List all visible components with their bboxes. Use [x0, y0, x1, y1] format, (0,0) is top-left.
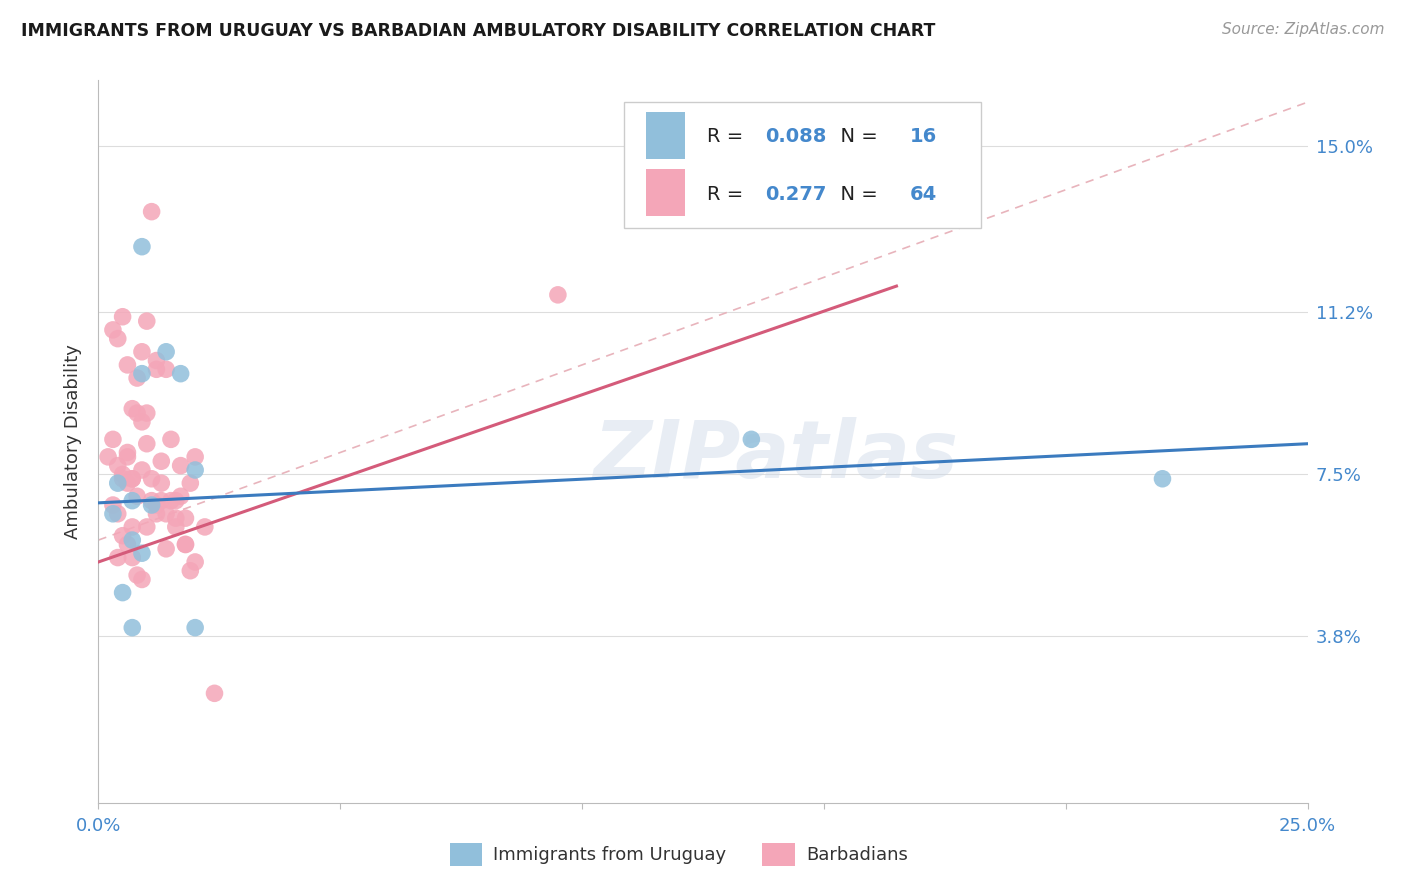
Point: [117, 476, 139, 491]
Point: [135, 314, 157, 328]
Point: [145, 353, 167, 368]
Point: [131, 546, 153, 560]
Point: [117, 537, 139, 551]
Point: [121, 472, 143, 486]
Text: R =: R =: [707, 185, 749, 203]
Point: [117, 358, 139, 372]
Point: [174, 511, 197, 525]
Point: [184, 621, 207, 635]
Text: 64: 64: [910, 185, 936, 203]
Point: [121, 493, 143, 508]
Point: [107, 476, 129, 491]
Point: [160, 493, 183, 508]
Text: 16: 16: [910, 127, 936, 145]
Point: [101, 323, 124, 337]
Point: [131, 463, 153, 477]
Point: [127, 489, 149, 503]
Point: [121, 401, 143, 416]
Point: [165, 511, 187, 525]
Point: [135, 520, 157, 534]
Point: [131, 344, 153, 359]
Point: [107, 507, 129, 521]
Point: [155, 541, 177, 556]
Legend: Immigrants from Uruguay, Barbadians: Immigrants from Uruguay, Barbadians: [443, 836, 915, 873]
Text: 0.277: 0.277: [765, 185, 827, 203]
Point: [194, 520, 217, 534]
Point: [107, 458, 129, 473]
Point: [184, 450, 207, 464]
Point: [121, 533, 143, 547]
FancyBboxPatch shape: [647, 112, 685, 159]
Point: [141, 498, 163, 512]
Point: [150, 476, 173, 491]
Point: [145, 507, 167, 521]
Point: [165, 493, 187, 508]
Point: [101, 498, 124, 512]
Text: IMMIGRANTS FROM URUGUAY VS BARBADIAN AMBULATORY DISABILITY CORRELATION CHART: IMMIGRANTS FROM URUGUAY VS BARBADIAN AMB…: [21, 22, 935, 40]
Point: [107, 332, 129, 346]
Point: [184, 463, 207, 477]
Point: [547, 288, 569, 302]
Point: [169, 458, 191, 473]
Point: [111, 467, 134, 482]
Point: [1152, 472, 1174, 486]
Point: [121, 520, 143, 534]
Point: [131, 367, 153, 381]
Point: [131, 240, 153, 254]
Point: [127, 406, 149, 420]
Point: [141, 472, 163, 486]
Point: [117, 445, 139, 459]
Point: [111, 529, 134, 543]
Point: [179, 564, 201, 578]
Point: [121, 550, 143, 565]
Point: [135, 406, 157, 420]
Point: [145, 362, 167, 376]
Text: 0.088: 0.088: [765, 127, 827, 145]
Point: [107, 550, 129, 565]
Point: [204, 686, 226, 700]
Point: [174, 537, 197, 551]
Point: [127, 371, 149, 385]
Y-axis label: Ambulatory Disability: Ambulatory Disability: [65, 344, 83, 539]
Point: [121, 621, 143, 635]
Point: [155, 362, 177, 376]
Point: [165, 520, 187, 534]
Point: [141, 204, 163, 219]
Point: [145, 498, 167, 512]
Point: [117, 450, 139, 464]
Point: [111, 310, 134, 324]
Point: [184, 555, 207, 569]
Text: N =: N =: [828, 185, 883, 203]
Point: [740, 433, 762, 447]
Point: [121, 472, 143, 486]
Point: [179, 476, 201, 491]
Point: [101, 433, 124, 447]
Point: [97, 450, 120, 464]
Point: [141, 493, 163, 508]
Text: N =: N =: [828, 127, 883, 145]
FancyBboxPatch shape: [624, 102, 981, 228]
Point: [131, 415, 153, 429]
Point: [160, 433, 183, 447]
Point: [169, 489, 191, 503]
Point: [101, 507, 124, 521]
Point: [127, 568, 149, 582]
Point: [174, 537, 197, 551]
Point: [131, 573, 153, 587]
Text: Source: ZipAtlas.com: Source: ZipAtlas.com: [1222, 22, 1385, 37]
Point: [155, 507, 177, 521]
Text: R =: R =: [707, 127, 749, 145]
FancyBboxPatch shape: [647, 169, 685, 216]
Point: [155, 344, 177, 359]
Point: [135, 436, 157, 450]
Text: ZIPatlas: ZIPatlas: [593, 417, 957, 495]
Point: [111, 585, 134, 599]
Point: [111, 472, 134, 486]
Point: [150, 454, 173, 468]
Point: [169, 367, 191, 381]
Point: [150, 493, 173, 508]
